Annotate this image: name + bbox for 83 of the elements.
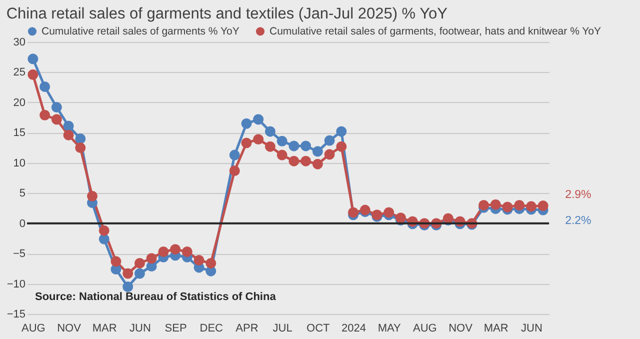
point: [134, 258, 145, 268]
point: [312, 146, 323, 157]
point: [75, 133, 86, 144]
point: [158, 246, 169, 257]
point: [40, 81, 50, 92]
point: [241, 118, 252, 129]
point: [336, 126, 347, 137]
y-tick-label: 25: [13, 66, 26, 79]
x-tick-label: APR: [236, 322, 258, 334]
y-tick-label: 0: [19, 218, 26, 230]
x-tick-label: NOV: [57, 322, 82, 334]
point: [28, 54, 38, 64]
x-tick-label: JUL: [272, 322, 292, 334]
y-tick-label: 20: [13, 96, 26, 109]
annotation: Source: National Bureau of Statistics of China: [35, 291, 277, 303]
point: [514, 200, 525, 210]
x-tick-label: MAR: [484, 322, 508, 334]
point: [312, 158, 323, 170]
legend-label: Cumulative retail sales of garments, footwear, hats and knitwear % YoY: [270, 25, 602, 38]
legend-label: Cumulative retail sales of garments % YoY: [42, 25, 240, 38]
point: [478, 200, 489, 210]
x-tick-label: SEP: [164, 322, 187, 334]
point: [182, 246, 192, 257]
x-tick-label: AUG: [413, 322, 437, 334]
y-tick-label: 15: [13, 127, 26, 140]
point: [122, 282, 134, 292]
point: [170, 244, 181, 255]
point: [122, 268, 134, 279]
y-tick-label: 10: [13, 157, 26, 170]
point: [28, 69, 38, 80]
point: [276, 136, 288, 146]
point: [264, 141, 276, 152]
point: [63, 120, 74, 132]
point: [253, 114, 264, 125]
point: [384, 207, 394, 218]
x-tick-label: JUN: [521, 322, 542, 334]
x-tick-label: OCT: [306, 322, 330, 334]
point: [253, 134, 264, 145]
point: [206, 258, 216, 268]
point: [526, 201, 536, 212]
point: [146, 253, 157, 264]
point: [502, 202, 513, 212]
point: [229, 166, 240, 176]
y-tick-label: 30: [13, 36, 26, 48]
point: [110, 256, 122, 267]
point: [324, 149, 335, 160]
point: [538, 200, 548, 212]
point: [264, 126, 276, 137]
point: [288, 156, 300, 166]
x-tick-label: MAY: [378, 322, 402, 334]
x-tick-label: DEC: [200, 322, 224, 334]
point: [229, 150, 240, 160]
point: [490, 199, 501, 210]
point: [288, 140, 300, 152]
point: [75, 142, 86, 154]
y-tick-label: 5: [19, 188, 26, 200]
y-tick-label: −5: [12, 248, 26, 260]
x-tick-label: 2024: [342, 322, 366, 334]
x-tick-label: MAR: [92, 322, 117, 334]
y-tick-label: −10: [6, 278, 26, 290]
point: [134, 268, 145, 279]
point: [63, 130, 74, 140]
point: [241, 138, 252, 148]
point: [98, 225, 110, 236]
point: [40, 110, 50, 120]
data-label: 2.2%: [565, 215, 592, 228]
y-tick-label: −15: [6, 308, 26, 320]
x-tick-label: JUN: [130, 322, 151, 334]
point: [194, 254, 204, 266]
chart-title: China retail sales of garments and textiles (Jan-Jul 2025) % YoY: [6, 6, 448, 22]
x-tick-label: NOV: [448, 322, 474, 334]
point: [336, 141, 347, 152]
point: [348, 207, 358, 218]
point: [395, 212, 406, 224]
point: [51, 102, 62, 113]
point: [300, 140, 312, 152]
point: [87, 190, 98, 202]
point: [324, 135, 335, 146]
point: [276, 150, 288, 160]
point: [300, 156, 312, 166]
x-tick-label: AUG: [22, 322, 46, 334]
point: [51, 114, 62, 125]
data-label: 2.9%: [565, 188, 592, 201]
